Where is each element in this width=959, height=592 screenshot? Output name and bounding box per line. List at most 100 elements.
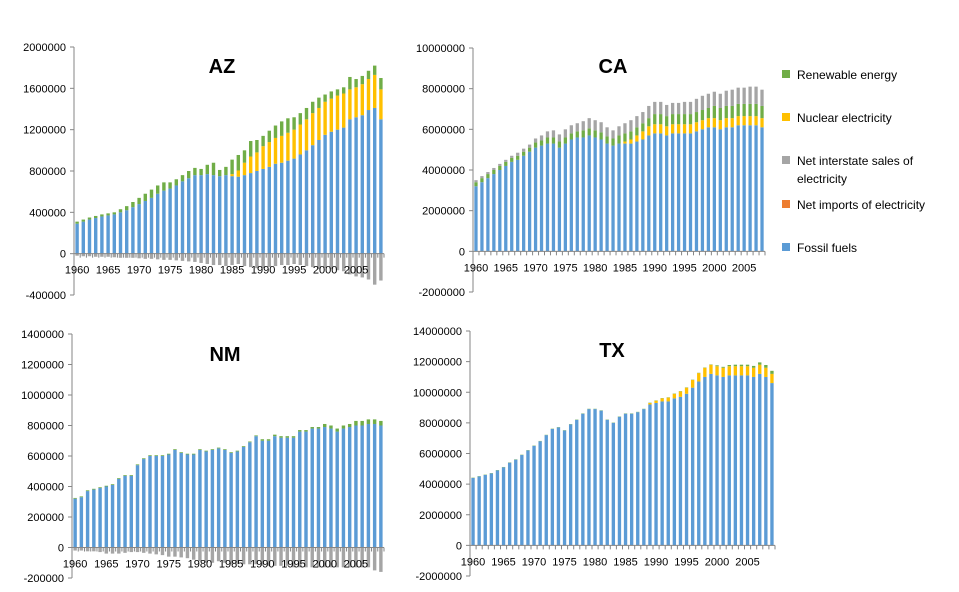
bar-interstate-1976: [173, 547, 177, 557]
bar-nuclear-1996: [688, 124, 693, 134]
bar-interstate-2000: [323, 547, 327, 568]
bar-renewable-2002: [335, 428, 339, 432]
bar-nuclear-2005: [745, 366, 750, 376]
bar-renewable-2004: [348, 76, 352, 90]
bar-fossil-1989: [647, 135, 651, 252]
bar-interstate-2008: [760, 89, 764, 106]
bar-interstate-1983: [216, 547, 221, 562]
bar-fossil-1974: [162, 190, 166, 254]
bar-fossil-1996: [690, 387, 695, 546]
bar-renewable-1971: [143, 193, 148, 201]
chart-az: -400000 0 400000 800000 1200000 1600000 200000…: [23, 42, 385, 302]
bar-nuclear-1995: [292, 129, 296, 159]
bar-nuclear-1989: [647, 126, 651, 136]
bar-renewable-2000: [323, 94, 327, 102]
bar-fossil-1999: [317, 140, 321, 254]
bar-interstate-1995: [291, 547, 296, 568]
bar-interstate-2004: [347, 547, 352, 568]
bar-fossil-1980: [593, 137, 597, 252]
bar-interstate-2000: [323, 253, 327, 269]
y-tick-label: 8000000: [422, 84, 465, 96]
y-tick-label: -200000: [24, 573, 64, 585]
bar-fossil-1989: [648, 404, 652, 546]
bar-fossil-1961: [81, 221, 86, 254]
bar-interstate-1960: [75, 253, 79, 256]
bar-fossil-2003: [733, 375, 738, 546]
bar-fossil-1967: [516, 159, 520, 252]
bar-fossil-1999: [709, 373, 713, 546]
bar-nuclear-2005: [354, 87, 358, 118]
legend-label-interstate: Net interstate sales of electricity: [797, 154, 914, 186]
bar-renewable-1973: [155, 185, 160, 194]
bar-renewable-2009: [770, 370, 774, 374]
bar-renewable-1996: [298, 430, 302, 432]
legend-swatch-interstate: [782, 156, 790, 164]
bar-interstate-1961: [480, 176, 484, 179]
bar-interstate-1972: [149, 253, 154, 259]
bar-interstate-1987: [635, 116, 639, 128]
bar-interstate-1991: [267, 253, 272, 268]
bar-renewable-1984: [223, 449, 227, 450]
bar-fossil-1992: [666, 401, 670, 546]
bar-nuclear-1996: [690, 380, 695, 388]
bar-fossil-1976: [569, 139, 573, 252]
bar-fossil-1979: [587, 409, 591, 546]
bar-fossil-2000: [323, 427, 327, 548]
bar-fossil-1991: [659, 133, 663, 252]
bar-interstate-1990: [653, 101, 657, 115]
bar-interstate-1982: [210, 547, 215, 563]
bar-interstate-1973: [551, 130, 556, 138]
bar-fossil-1981: [204, 451, 208, 548]
bar-renewable-1962: [87, 217, 92, 220]
bar-interstate-1979: [191, 547, 196, 560]
bar-fossil-1970: [135, 465, 140, 548]
bar-fossil-1975: [562, 430, 567, 546]
bar-interstate-1987: [242, 253, 247, 267]
bar-fossil-1960: [73, 498, 77, 548]
bar-fossil-1974: [556, 427, 561, 546]
bar-fossil-1994: [286, 160, 290, 254]
x-tick-label: 1975: [553, 262, 577, 274]
bar-interstate-1989: [647, 105, 651, 119]
x-tick-label: 1985: [220, 265, 244, 277]
bar-interstate-1982: [211, 253, 216, 266]
x-tick-label: 1980: [188, 559, 212, 571]
bar-fossil-1990: [654, 402, 658, 546]
bar-renewable-1986: [235, 450, 240, 452]
bar-renewable-1988: [641, 123, 645, 132]
bar-renewable-1981: [204, 450, 208, 452]
bar-renewable-2001: [718, 107, 722, 121]
bar-renewable-1990: [260, 439, 265, 441]
bar-fossil-1968: [520, 455, 524, 546]
bar-fossil-2002: [727, 375, 731, 546]
bar-renewable-2006: [360, 420, 364, 426]
bar-interstate-1985: [623, 123, 627, 134]
bar-renewable-1983: [217, 169, 222, 177]
bar-renewable-2001: [329, 91, 334, 99]
bar-fossil-2007: [366, 110, 371, 254]
bar-nuclear-1986: [236, 170, 241, 177]
bar-fossil-1969: [526, 450, 530, 546]
bar-renewable-1981: [205, 164, 210, 175]
bar-fossil-1982: [605, 143, 609, 252]
bar-interstate-1967: [117, 547, 121, 554]
bar-nuclear-1996: [298, 124, 303, 155]
bar-fossil-1960: [75, 223, 79, 254]
bar-fossil-1981: [599, 410, 603, 546]
y-tick-label: 2000000: [422, 206, 465, 218]
bar-renewable-1997: [304, 107, 309, 120]
bar-fossil-1979: [193, 175, 197, 254]
bar-renewable-2008: [372, 65, 377, 75]
bar-fossil-1960: [471, 478, 475, 546]
x-tick-label: 1990: [644, 556, 668, 568]
bar-fossil-1966: [110, 484, 115, 548]
bar-renewable-2000: [323, 423, 327, 428]
bar-fossil-1977: [179, 452, 183, 548]
y-tick-label: 1200000: [23, 125, 66, 137]
x-tick-label: 1965: [494, 262, 518, 274]
bar-fossil-1966: [510, 161, 514, 252]
bar-fossil-1964: [98, 488, 102, 548]
bar-interstate-1991: [659, 101, 663, 115]
bar-renewable-1978: [581, 130, 585, 138]
